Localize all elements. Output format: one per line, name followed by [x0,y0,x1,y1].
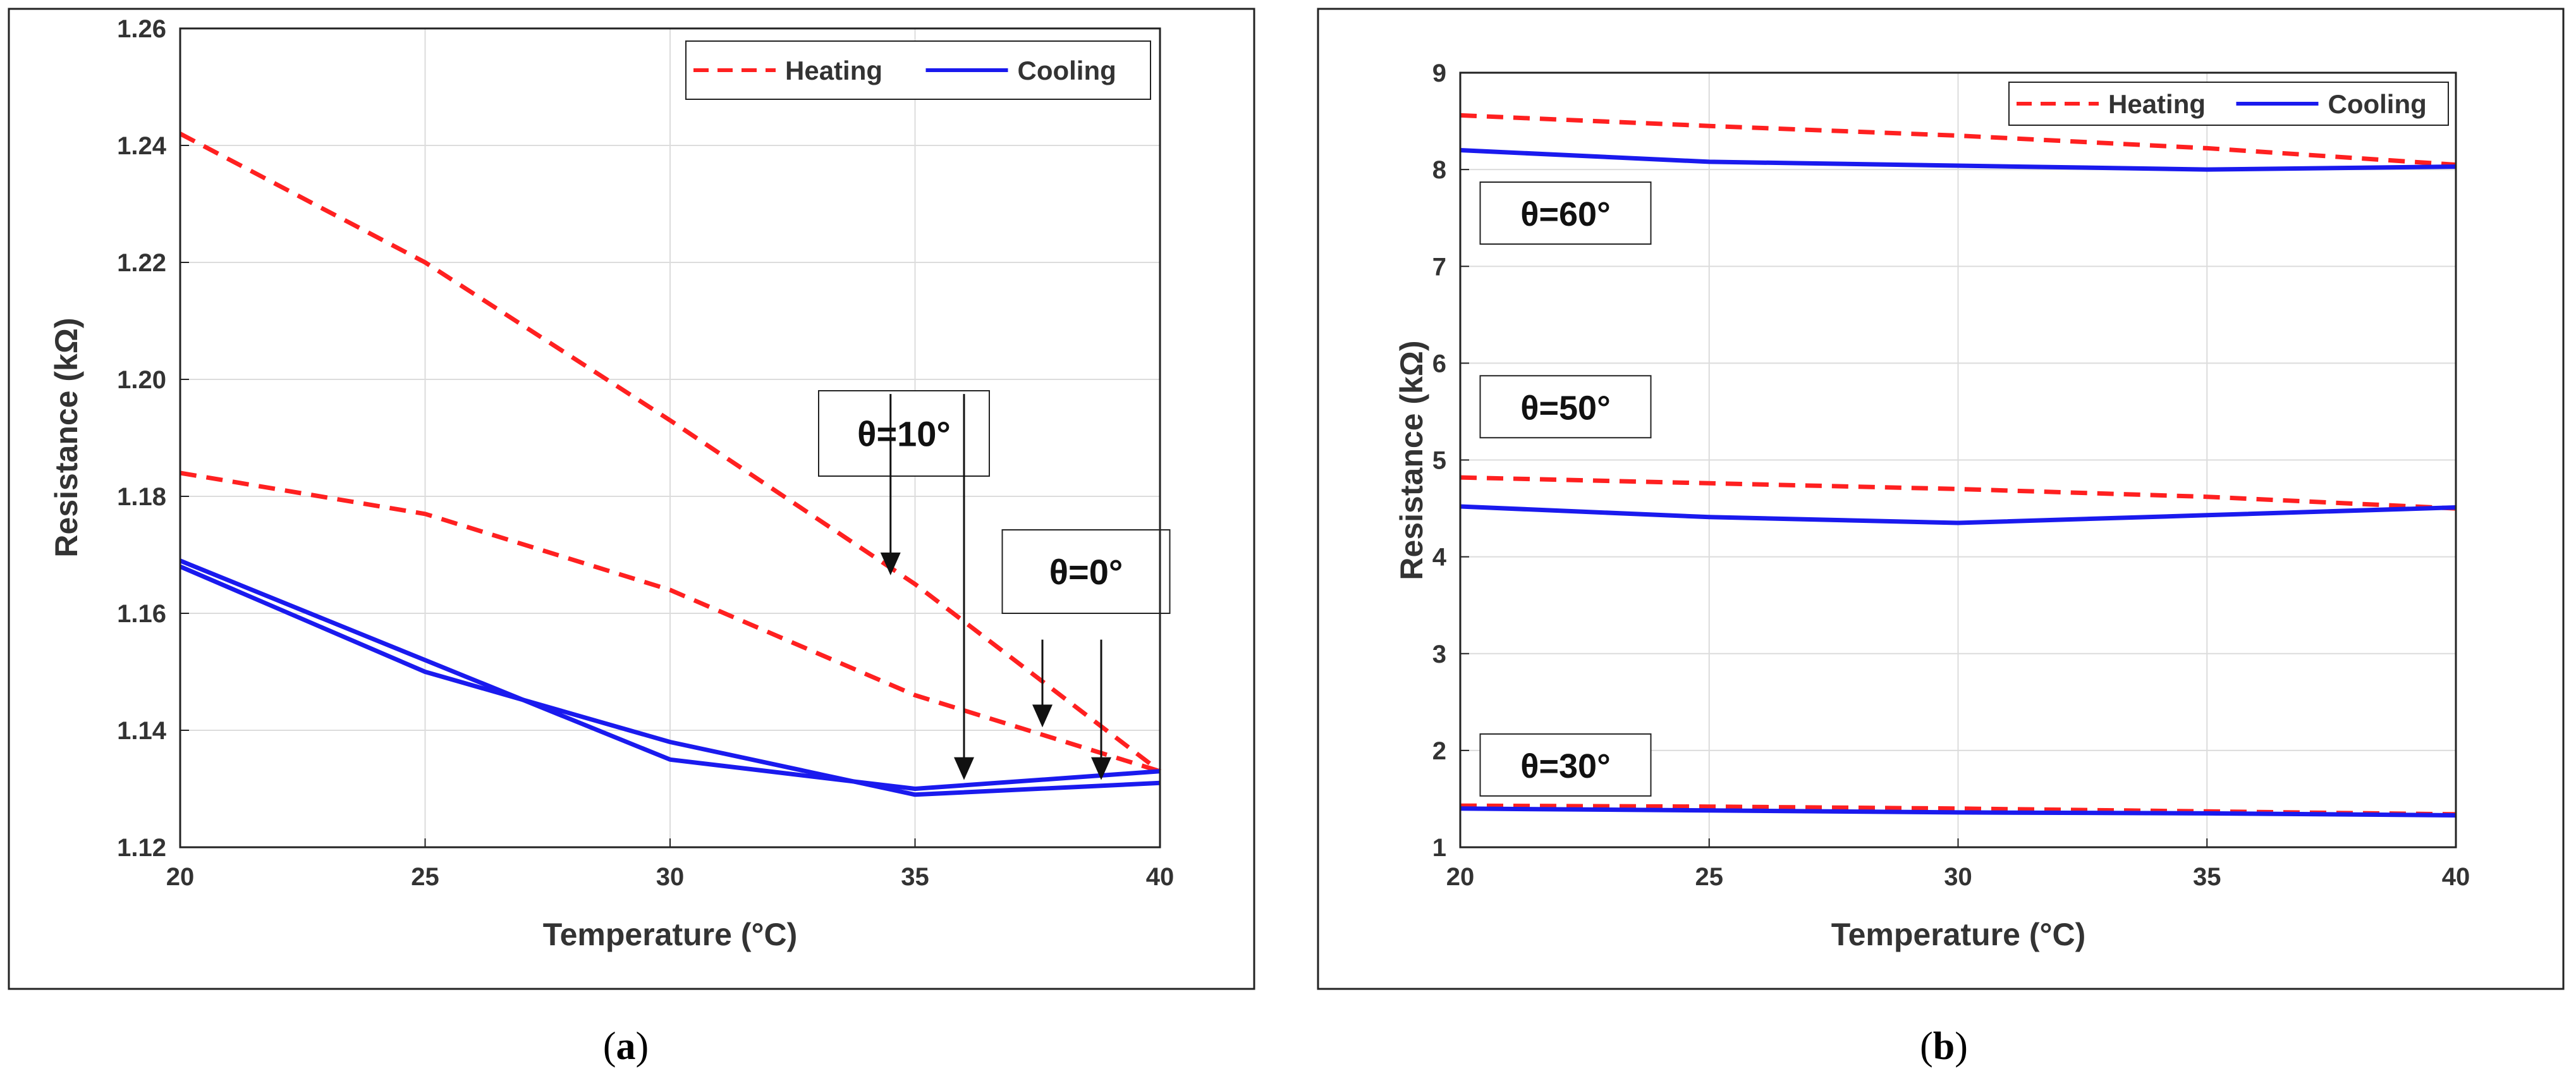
annotation-box [818,390,990,477]
panel-a-series [179,132,1162,797]
panel-a-caption-letter: a [616,1025,636,1068]
legend-label-cooling: Cooling [2328,89,2427,119]
panel-b-legend: Heating Cooling [2008,82,2449,126]
y-tick-label: 5 [1432,447,1446,475]
legend-label-heating: Heating [2108,89,2206,119]
panel-b-caption: (b) [1920,1025,1968,1068]
annotation-arrowhead [880,552,901,575]
panel-a-x-axis-label: Temperature (°C) [543,917,797,952]
panel-b-ticks: 20 25 30 35 40 1 2 3 4 5 6 7 8 9 [1432,59,2470,891]
legend-label-cooling: Cooling [1018,56,1116,85]
series-line-cooling-1 [1460,148,2457,172]
x-tick-label: 35 [2193,863,2221,891]
annotation-arrowhead [954,757,974,780]
annotation-box [1479,733,1652,797]
series-line-heating-0 [179,132,1162,773]
series-line-cooling-3 [1460,504,2457,525]
panel-a-caption: (a) [602,1025,649,1068]
series-line-cooling-3 [179,564,1161,797]
annotation-box [1001,529,1171,614]
annotation-box [1479,181,1652,245]
annotation-box [1479,375,1652,439]
annotation-label: θ=60° [1520,195,1610,233]
panel-a-annotations: θ=10° θ=0° [818,390,1171,780]
legend-box [685,40,1151,100]
y-tick-label: 3 [1432,641,1446,668]
x-tick-label: 25 [411,863,439,891]
series-line-cooling-2 [179,558,1161,791]
legend-label-heating: Heating [785,56,882,85]
x-tick-label: 20 [166,863,195,891]
y-tick-label: 8 [1432,156,1446,184]
y-tick-label: 1.24 [117,132,167,160]
y-tick-label: 1.14 [117,717,167,745]
panel-a-y-axis-label: Resistance (kΩ) [49,317,84,557]
panel-b-caption-letter: b [1932,1025,1955,1068]
y-tick-label: 9 [1432,59,1446,87]
annotation-label: θ=10° [857,414,951,454]
x-tick-label: 30 [1944,863,1972,891]
annotation-arrowhead [1091,757,1111,780]
y-tick-label: 1.26 [117,15,166,43]
panel-a-grid [180,28,1160,847]
y-tick-label: 7 [1432,253,1446,281]
series-line-heating-0 [1460,113,2457,167]
chart-panel-b: θ=60° θ=50° θ=30° 20 25 30 35 40 1 2 3 4 5 6 7 8 9 Heat… [1317,8,2565,990]
y-tick-label: 1.18 [117,483,166,511]
annotation-arrowhead [1032,704,1053,728]
annotation-label: θ=0° [1049,552,1123,592]
chart-panel-a: θ=10° θ=0° 20 25 30 35 40 1.12 1.14 1.16 1.18 1.20… [8,8,1255,990]
y-tick-label: 4 [1432,544,1447,572]
x-tick-label: 40 [1146,863,1175,891]
y-tick-label: 1.16 [117,600,166,628]
y-tick-label: 1.22 [117,249,166,277]
annotation-label: θ=50° [1520,389,1610,427]
x-tick-label: 40 [2442,863,2470,891]
panel-a-ticks: 20 25 30 35 40 1.12 1.14 1.16 1.18 1.20 1.22 1.24 1.… [117,15,1174,891]
panel-b-y-axis-label: Resistance (kΩ) [1394,340,1429,580]
x-tick-label: 30 [656,863,685,891]
panel-a-legend: Heating Cooling [685,40,1151,100]
series-line-cooling-5 [1460,806,2457,818]
panel-b-annotations: θ=60° θ=50° θ=30° [1479,181,1652,797]
x-tick-label: 35 [901,863,929,891]
panel-b-x-axis-label: Temperature (°C) [1831,917,2085,952]
series-line-heating-2 [1460,475,2457,511]
series-line-heating-1 [180,470,1161,774]
x-tick-label: 25 [1695,863,1724,891]
y-tick-label: 1 [1432,834,1446,862]
panel-a-frame [8,8,1255,990]
annotation-label: θ=30° [1520,747,1610,785]
y-tick-label: 1.12 [117,834,166,862]
y-tick-label: 2 [1432,737,1446,765]
y-tick-label: 6 [1432,350,1446,377]
panel-b-series [1460,113,2457,818]
x-tick-label: 20 [1446,863,1475,891]
y-tick-label: 1.20 [117,366,166,394]
panel-b-frame [1317,8,2565,990]
legend-box [2008,82,2449,126]
